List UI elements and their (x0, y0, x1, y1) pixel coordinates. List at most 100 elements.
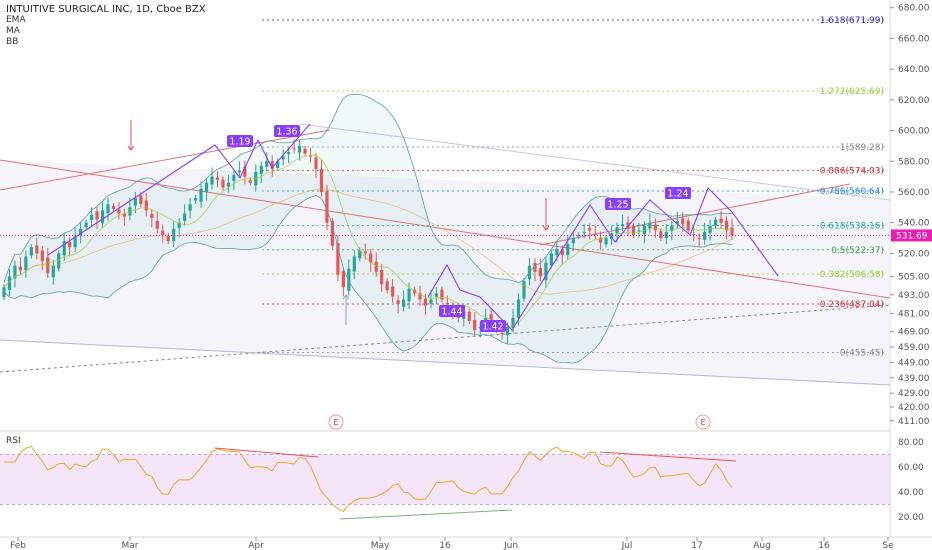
candle-body (429, 299, 433, 304)
y-tick-label: 580.00 (898, 157, 930, 167)
candle-body (604, 238, 608, 245)
candle-body (571, 238, 575, 244)
zigzag-pattern-2 (427, 187, 779, 331)
candle-body (122, 213, 127, 217)
red-down-arrow-1-head (127, 145, 135, 151)
fib-level-label: 0.236(487.04) (820, 300, 884, 310)
candle-body (199, 188, 203, 202)
candle-body (314, 157, 318, 169)
candle-body (89, 215, 94, 220)
candle-body (692, 234, 696, 236)
fib-level-label: 0.886(574.03) (820, 166, 884, 176)
candle-body (681, 218, 685, 225)
ma-line (3, 188, 733, 295)
y-tick-label: 660.00 (898, 34, 930, 44)
fib-level-label: 0.618(538.16) (820, 222, 884, 232)
rsi-divergence-bearing-2 (599, 451, 737, 462)
candle-body (637, 230, 641, 232)
candle-body (259, 165, 263, 174)
candle-body (226, 182, 231, 187)
candle-body (287, 152, 291, 154)
candle-body (648, 222, 652, 229)
pattern-ratio-label: 1.24 (667, 189, 688, 200)
candle-body (144, 200, 148, 211)
candle-body (686, 220, 690, 231)
candle-body (516, 299, 521, 318)
rsi-tick-label: 60.00 (898, 463, 924, 473)
candle-body (18, 266, 23, 271)
candle-body (221, 179, 225, 188)
pattern-ratio-tag (439, 305, 465, 317)
pattern-ratio-label: 1.42 (482, 322, 503, 333)
candle-body (193, 198, 198, 201)
candle-body (188, 204, 192, 211)
candle-body (697, 237, 701, 239)
candle-body (35, 245, 39, 254)
candle-body (423, 298, 428, 306)
candle-body (281, 156, 285, 160)
candle-body (13, 265, 17, 279)
candle-body (500, 332, 504, 334)
candle-body (79, 228, 83, 236)
candle-body (615, 227, 619, 234)
candle-body (538, 268, 543, 277)
candle-body (620, 224, 625, 227)
zigzag-pattern-1 (47, 123, 311, 256)
candle-body (330, 220, 335, 246)
candle-body (204, 182, 209, 192)
candle-body (254, 172, 258, 186)
y-tick-label: 449.00 (898, 358, 930, 368)
y-tick-label: 680.00 (898, 4, 930, 14)
candle-body (215, 177, 220, 180)
red-upper-line (0, 129, 331, 191)
candles-group (2, 139, 734, 345)
pattern-ratio-tag (665, 187, 691, 199)
candle-body (703, 231, 707, 240)
fib-level-label: 1(589.28) (840, 143, 884, 153)
y-tick-label: 411.00 (898, 417, 930, 427)
candle-body (150, 214, 154, 219)
candle-body (68, 242, 72, 248)
candle-body (40, 250, 44, 262)
candle-body (139, 195, 143, 205)
fib-level-label: 0(455.45) (840, 349, 884, 359)
candle-body (117, 209, 121, 214)
candle-body (642, 225, 647, 235)
bollinger-fill (4, 94, 732, 364)
x-tick-label: Apr (248, 541, 264, 550)
candle-body (352, 256, 356, 272)
candle-body (29, 247, 33, 256)
candle-body (358, 250, 362, 259)
candle-body (276, 161, 280, 169)
indicator-ma[interactable]: MA (6, 26, 20, 36)
candle-body (544, 262, 548, 281)
pattern-ratio-tag (605, 198, 631, 210)
indicator-bb[interactable]: BB (6, 37, 19, 47)
candle-body (62, 241, 66, 256)
candle-body (418, 293, 422, 300)
rsi-tick-label: 20.00 (898, 513, 924, 523)
y-tick-label: 469.00 (898, 328, 930, 338)
y-tick-label: 520.00 (898, 249, 930, 259)
rsi-band (0, 454, 890, 505)
candle-body (380, 269, 384, 285)
fib-level-label: 0.382(506.58) (820, 270, 884, 280)
candle-body (84, 222, 88, 227)
blue-up-arrow-head (342, 294, 350, 300)
candle-body (593, 234, 597, 236)
y-tick-label: 429.00 (898, 389, 930, 399)
rsi-pane-label[interactable]: RSI (6, 436, 21, 446)
y-tick-label: 481.00 (898, 309, 930, 319)
candle-body (232, 175, 236, 181)
y-tick-label: 600.00 (898, 127, 930, 137)
y-tick-label: 439.00 (898, 374, 930, 384)
candle-body (670, 225, 674, 231)
bollinger-lower (3, 195, 733, 364)
candle-body (374, 261, 378, 272)
indicator-ema[interactable]: EMA (6, 15, 26, 25)
candle-body (445, 303, 449, 305)
earnings-marker (695, 414, 711, 430)
candle-body (166, 235, 170, 242)
y-tick-label: 505.00 (898, 272, 930, 282)
